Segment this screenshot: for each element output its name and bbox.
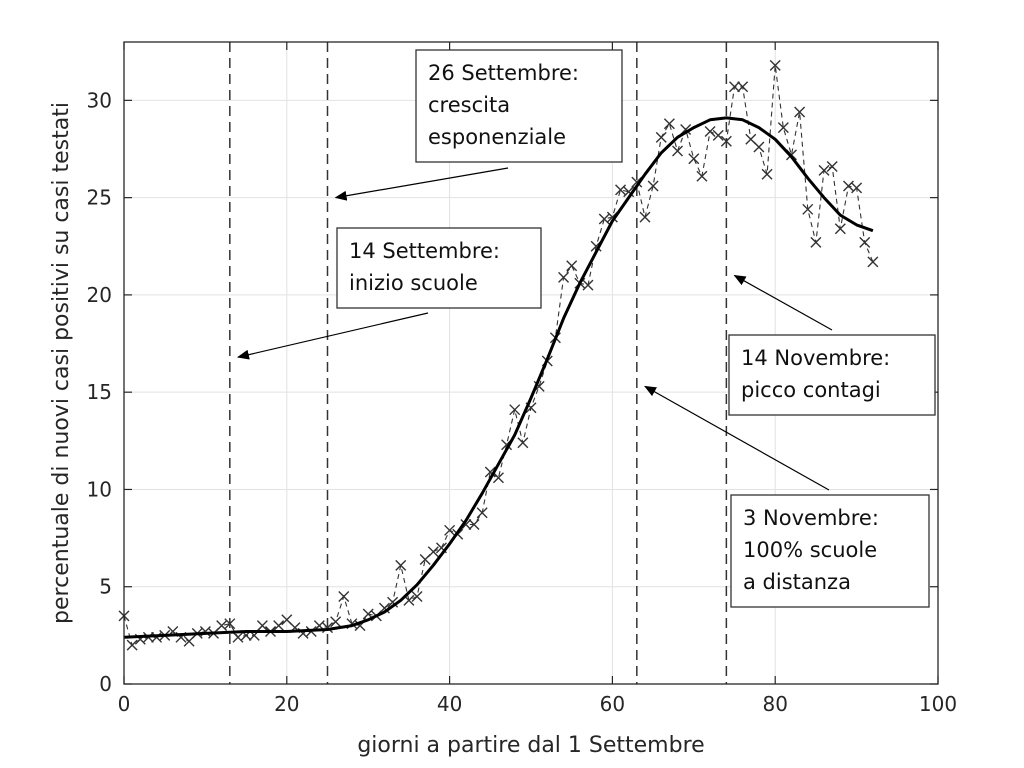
- y-tick-label-2: 10: [87, 477, 112, 501]
- data-point-marker-36: [411, 590, 423, 602]
- data-point-marker-61: [615, 184, 627, 196]
- data-point-marker-13: [224, 618, 236, 630]
- annotation-text-2-1: picco contagi: [741, 378, 881, 402]
- data-point-marker-19: [273, 620, 285, 632]
- data-point-marker-38: [427, 546, 439, 558]
- data-point-marker-89: [842, 180, 854, 192]
- data-point-marker-43: [468, 518, 480, 530]
- annotation-text-2-0: 14 Novembre:: [741, 346, 890, 370]
- y-tick-label-1: 5: [99, 575, 112, 599]
- data-point-marker-81: [777, 122, 789, 134]
- annotation-arrow-2: [733, 274, 833, 331]
- data-point-marker-34: [395, 559, 407, 571]
- annotation-text-0-1: crescita: [428, 93, 510, 117]
- data-point-marker-68: [672, 145, 684, 157]
- x-tick-label-5: 100: [919, 692, 957, 716]
- data-point-marker-76: [737, 81, 749, 93]
- data-point-marker-70: [688, 153, 700, 165]
- data-point-marker-88: [834, 223, 846, 235]
- annotation-text-3-1: 100% scuole: [743, 538, 877, 562]
- annotation-arrow-3: [644, 385, 830, 491]
- data-point-marker-59: [598, 213, 610, 225]
- annotation-arrow-1: [236, 312, 429, 360]
- plot-frame: [123, 41, 939, 685]
- data-point-marker-65: [647, 180, 659, 192]
- series-layer: [118, 59, 879, 651]
- x-tick-label-0: 0: [118, 692, 131, 716]
- data-point-marker-84: [802, 203, 814, 215]
- y-tick-label-6: 30: [87, 88, 112, 112]
- data-point-marker-79: [761, 168, 773, 180]
- data-point-marker-85: [810, 236, 822, 248]
- annotation-box-1: [336, 227, 542, 309]
- annotations: 26 Settembre: crescita esponenziale 14 Sett…: [236, 49, 936, 608]
- data-point-marker-67: [663, 118, 675, 130]
- annotation-text-1-0: 14 Settembre:: [349, 239, 500, 263]
- data-point-marker-4: [151, 631, 163, 643]
- data-point-marker-90: [851, 182, 863, 194]
- data-point-marker-17: [256, 620, 268, 632]
- y-tick-label-5: 25: [87, 186, 112, 210]
- data-point-marker-87: [826, 161, 838, 173]
- ticks: 0 20 40 60 80 100 0 5 10 15 20 25 30: [87, 42, 957, 716]
- data-point-marker-44: [476, 507, 488, 519]
- x-axis-label: giorni a partire dal 1 Settembre: [357, 733, 704, 758]
- data-point-marker-86: [818, 164, 830, 176]
- annotation-arrow-0: [334, 167, 509, 201]
- data-point-marker-80: [769, 59, 781, 71]
- x-tick-label-1: 20: [274, 692, 299, 716]
- data-point-marker-26: [330, 616, 342, 628]
- annotation-text-0-2: esponenziale: [428, 125, 566, 149]
- data-point-marker-48: [509, 404, 521, 416]
- annotation-text-3-0: 3 Novembre:: [743, 506, 879, 530]
- annotation-box-0: [415, 49, 623, 163]
- data-point-marker-27: [338, 590, 350, 602]
- data-point-marker-75: [729, 81, 740, 93]
- data-point-marker-46: [492, 472, 504, 484]
- x-tick-label-4: 80: [762, 692, 787, 716]
- data-point-marker-72: [704, 125, 716, 137]
- y-tick-label-0: 0: [99, 672, 112, 696]
- annotation-box-2: [728, 334, 936, 416]
- data-point-marker-74: [720, 135, 732, 147]
- data-point-marker-78: [753, 141, 765, 153]
- series-fit-line: [123, 116, 874, 639]
- annotation-text-1-1: inizio scuole: [349, 271, 478, 295]
- event-vertical-lines: [229, 42, 728, 684]
- annotation-text-0-0: 26 Settembre:: [428, 61, 579, 85]
- data-point-marker-40: [444, 524, 456, 536]
- data-point-marker-55: [566, 260, 578, 272]
- data-point-marker-73: [712, 129, 724, 141]
- y-tick-label-3: 15: [87, 380, 112, 404]
- data-point-marker-1: [126, 639, 138, 651]
- data-point-marker-12: [216, 620, 228, 632]
- data-point-marker-49: [517, 437, 529, 449]
- y-tick-label-4: 20: [87, 283, 112, 307]
- y-axis-label: percentuale di nuovi casi positivi su ca…: [49, 102, 74, 624]
- annotation-box-3: [730, 494, 930, 608]
- annotation-text-3-2: a distanza: [743, 570, 851, 594]
- data-point-marker-71: [696, 170, 708, 182]
- x-tick-label-3: 60: [600, 692, 625, 716]
- data-point-marker-66: [655, 131, 667, 143]
- data-point-marker-14: [232, 631, 244, 643]
- data-point-marker-54: [558, 271, 570, 283]
- x-tick-label-2: 40: [437, 692, 462, 716]
- data-point-marker-83: [794, 106, 806, 118]
- data-point-marker-64: [639, 211, 651, 223]
- data-point-marker-91: [859, 236, 871, 248]
- data-point-marker-57: [582, 279, 594, 291]
- data-point-marker-92: [867, 256, 879, 268]
